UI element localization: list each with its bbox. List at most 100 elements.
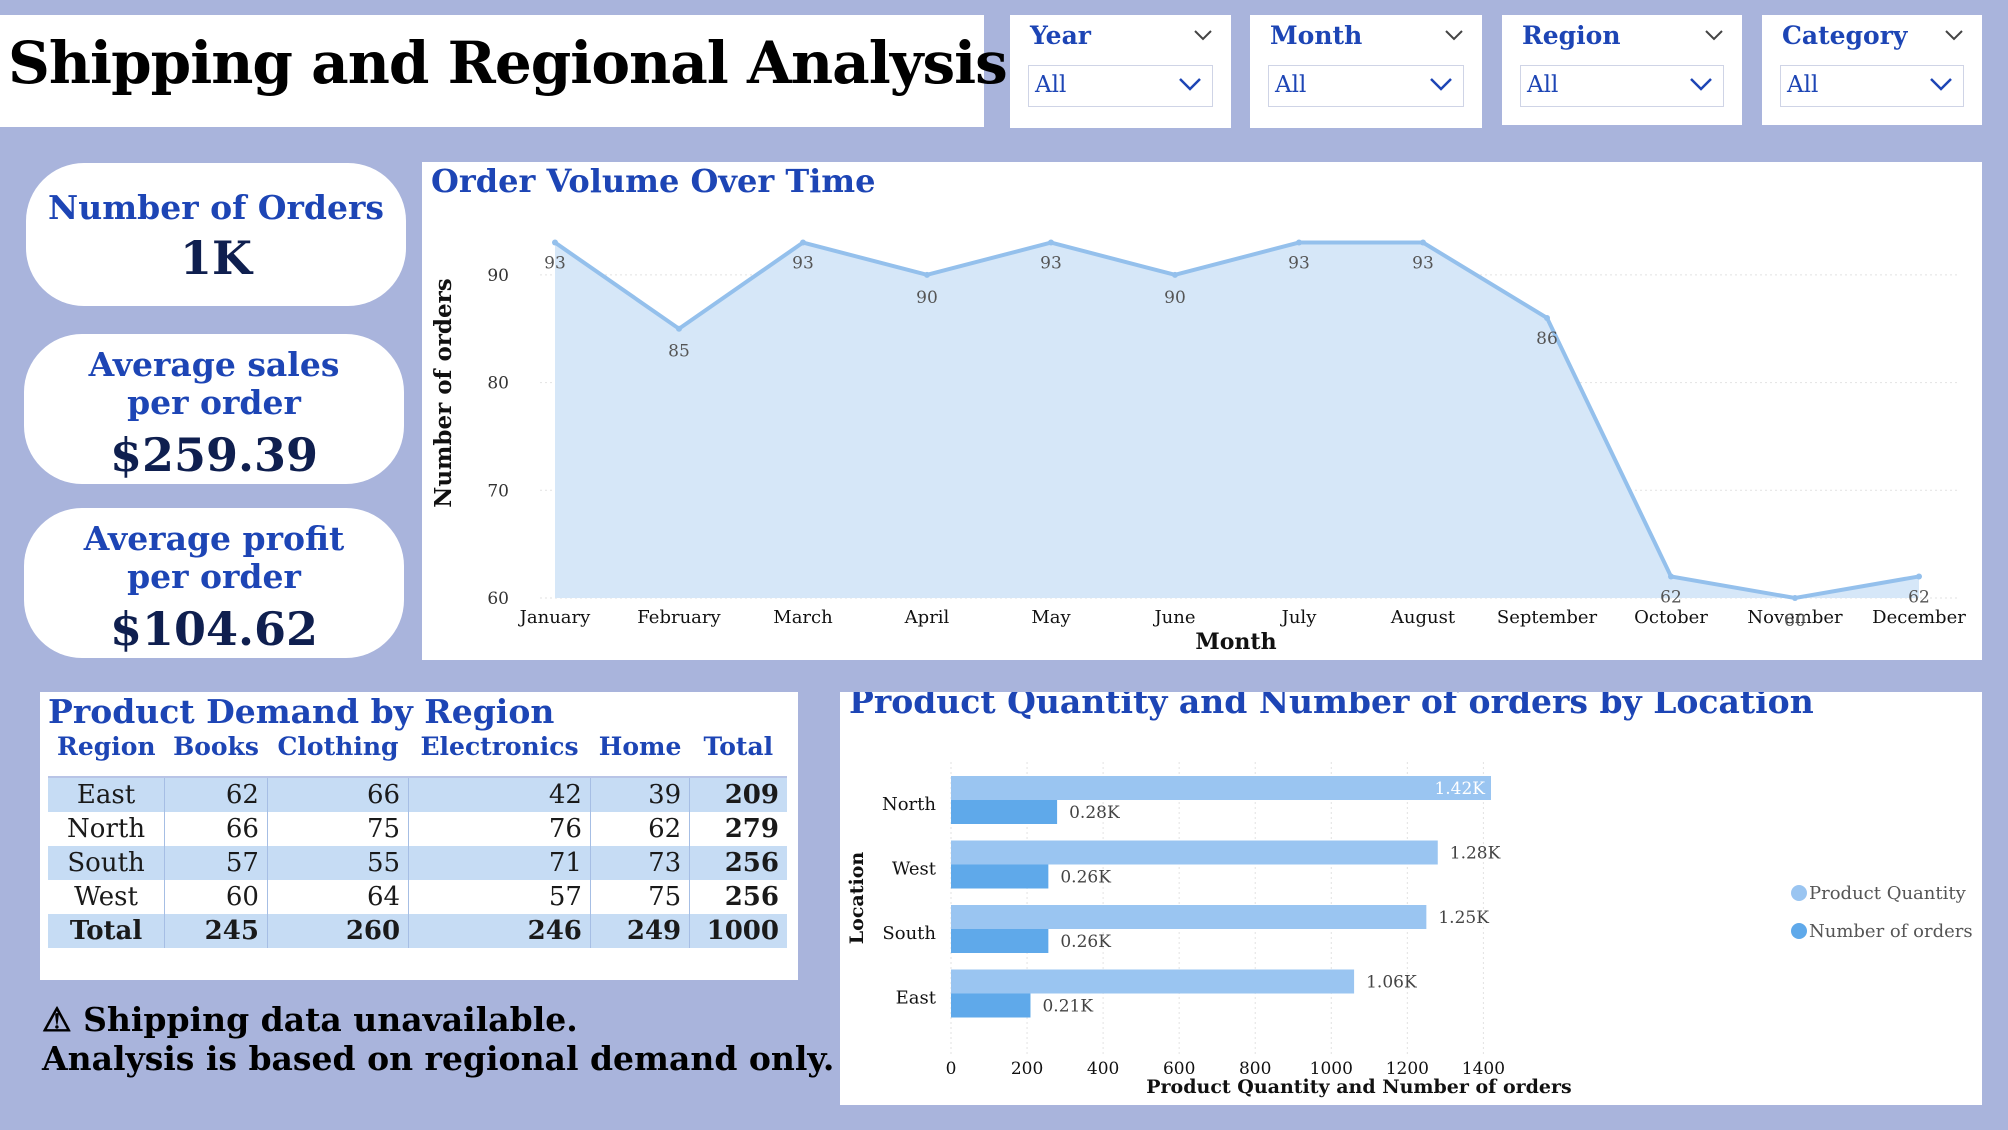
column-header[interactable]: Electronics (408, 732, 591, 778)
chevron-down-icon[interactable] (1444, 29, 1464, 41)
table-cell: 245 (164, 914, 268, 948)
data-label: 93 (1288, 254, 1310, 274)
x-tick-label: 600 (1163, 1059, 1195, 1079)
data-label: 93 (1040, 254, 1062, 274)
table-cell: 57 (164, 846, 268, 880)
column-header[interactable]: Books (164, 732, 268, 778)
chevron-down-icon (1930, 78, 1952, 91)
data-point[interactable] (800, 239, 806, 246)
legend-label[interactable]: Number of orders (1809, 921, 1973, 942)
table-cell: 60 (164, 880, 268, 914)
slicer-region-value: All (1527, 72, 1559, 98)
slicer-month-label: Month (1270, 21, 1363, 50)
table-cell: 209 (689, 777, 787, 812)
chevron-down-icon[interactable] (1944, 29, 1964, 41)
data-point[interactable] (1792, 595, 1798, 601)
data-point[interactable] (924, 271, 930, 278)
data-point[interactable] (1172, 271, 1178, 278)
x-tick-label: December (1872, 607, 1966, 628)
bar[interactable] (951, 969, 1355, 994)
bar[interactable] (951, 929, 1049, 953)
table-cell: 1000 (689, 914, 787, 948)
legend-marker (1791, 885, 1807, 901)
data-label: 86 (1536, 329, 1558, 349)
data-point[interactable] (1420, 239, 1426, 246)
warning-note: ⚠ Shipping data unavailable. Analysis is… (42, 1000, 834, 1078)
data-point[interactable] (1544, 314, 1550, 321)
table-cell: Total (48, 914, 165, 948)
table-row: East 62 66 42 39 209 (48, 777, 787, 812)
table-cell: South (48, 846, 165, 880)
slicer-year[interactable]: Year All (1010, 15, 1231, 128)
bar[interactable] (951, 840, 1438, 865)
slicer-region[interactable]: Region All (1502, 15, 1742, 125)
slicer-category-dropdown[interactable]: All (1780, 65, 1964, 107)
bar[interactable] (951, 905, 1427, 929)
data-point[interactable] (1668, 573, 1674, 580)
table-row: South 57 55 71 73 256 (48, 846, 787, 880)
order-volume-panel: Order Volume Over Time 60 70 80 90 January F… (422, 162, 1982, 660)
bar[interactable] (951, 864, 1049, 889)
table-row: West 60 64 57 75 256 (48, 880, 787, 914)
kpi-avg-profit-label: Average profit per order (83, 519, 345, 596)
slicer-region-label: Region (1522, 21, 1621, 50)
legend-label[interactable]: Product Quantity (1809, 883, 1967, 904)
x-tick-label: 800 (1239, 1059, 1271, 1079)
data-point[interactable] (676, 325, 682, 332)
column-header[interactable]: Home (590, 732, 690, 778)
data-point[interactable] (1916, 573, 1922, 580)
x-tick-label: 1200 (1386, 1059, 1429, 1079)
table-cell: 73 (589, 846, 690, 880)
slicer-year-dropdown[interactable]: All (1028, 65, 1213, 107)
slicer-year-value: All (1035, 72, 1067, 98)
data-label: 0.26K (1060, 932, 1111, 952)
chevron-down-icon[interactable] (1704, 29, 1724, 41)
slicer-month-dropdown[interactable]: All (1268, 65, 1464, 107)
data-label: 0.21K (1042, 997, 1093, 1017)
data-label: 62 (1660, 587, 1682, 607)
y-axis-title: Location (846, 852, 868, 945)
x-tick-label: August (1390, 607, 1456, 628)
table-cell: 66 (164, 812, 268, 846)
table-cell: 57 (408, 880, 591, 914)
x-tick-label: March (773, 607, 833, 628)
location-bar-panel: Product Quantity and Number of orders by… (840, 692, 1982, 1105)
slicer-category-value: All (1787, 72, 1819, 98)
y-tick-label: 70 (487, 481, 509, 501)
table-cell: 75 (266, 812, 409, 846)
data-point[interactable] (552, 239, 558, 246)
column-header[interactable]: Total (689, 732, 787, 778)
slicer-region-dropdown[interactable]: All (1520, 65, 1724, 107)
area-fill (555, 242, 1919, 598)
data-label: 0.28K (1069, 803, 1120, 823)
table-cell: West (74, 882, 138, 912)
kpi-orders: Number of Orders 1K (26, 163, 406, 306)
slicer-category[interactable]: Category All (1762, 15, 1982, 125)
chevron-down-icon (1430, 78, 1452, 91)
data-label: 1.25K (1438, 908, 1489, 928)
column-header[interactable]: Region (48, 732, 165, 778)
slicer-month-value: All (1275, 72, 1307, 98)
chevron-down-icon[interactable] (1193, 29, 1213, 41)
data-label: 93 (1412, 254, 1434, 274)
column-header[interactable]: Clothing (267, 732, 409, 778)
slicer-month[interactable]: Month All (1250, 15, 1482, 128)
data-point[interactable] (1296, 239, 1302, 246)
x-tick-label: November (1747, 607, 1843, 628)
table-cell: 246 (408, 914, 591, 948)
bar[interactable] (951, 993, 1031, 1018)
demand-table-panel: Product Demand by Region Region Books Cl… (40, 692, 798, 980)
x-tick-label: 0 (946, 1059, 957, 1079)
bar[interactable] (951, 776, 1491, 800)
table-cell: 64 (266, 880, 409, 914)
bar[interactable] (951, 800, 1058, 824)
slicer-category-label: Category (1782, 21, 1908, 50)
chevron-down-icon (1690, 78, 1712, 91)
data-label: 93 (792, 254, 814, 274)
data-point[interactable] (1048, 239, 1054, 246)
table-row: North 66 75 76 62 279 (48, 812, 787, 846)
kpi-avg-profit-value: $104.62 (109, 602, 319, 656)
y-axis-title: Number of orders (430, 278, 457, 507)
x-tick-label: June (1152, 607, 1195, 628)
table-cell: 256 (689, 880, 787, 914)
